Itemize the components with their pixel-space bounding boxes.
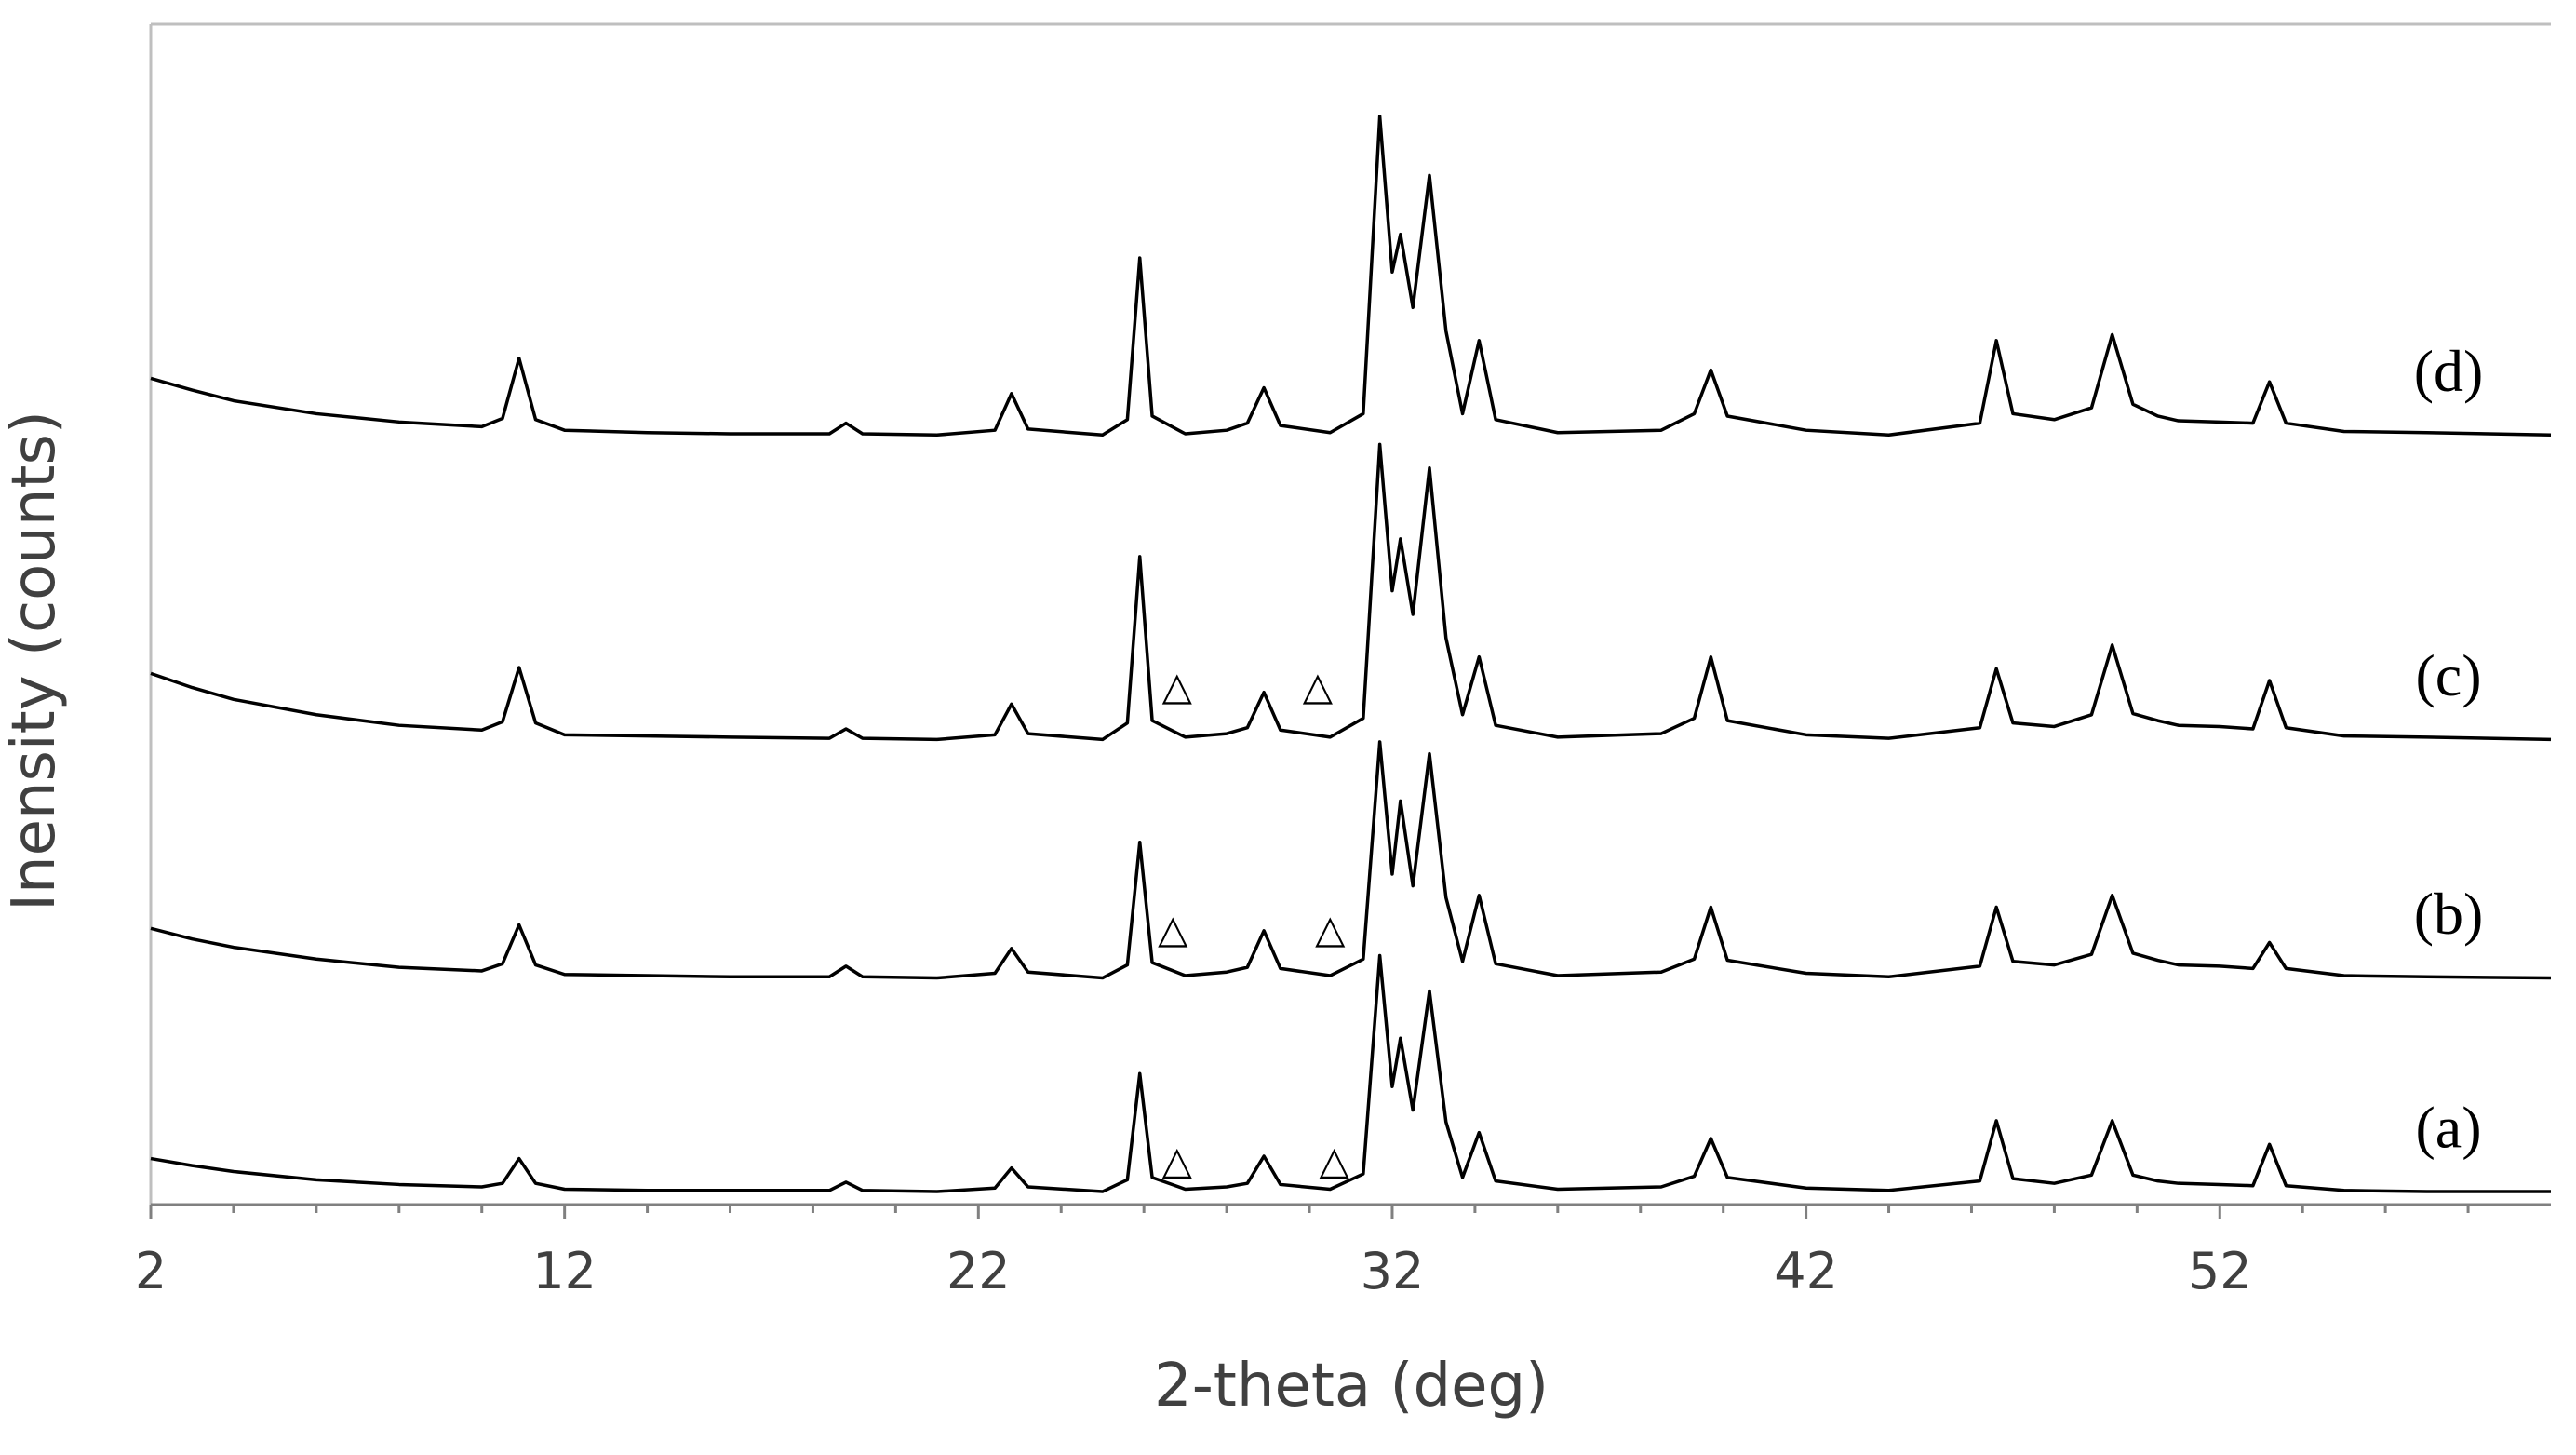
xrd-trace <box>150 442 2552 742</box>
x-tick-label: 12 <box>532 1242 597 1300</box>
x-axis-title: 2-theta (deg) <box>1154 1352 1549 1421</box>
peak-marker: △ <box>1303 663 1334 708</box>
series-label: (d) <box>2414 338 2484 404</box>
xrd-trace <box>150 740 2552 980</box>
series-label: (a) <box>2415 1095 2481 1161</box>
x-tick-label: 52 <box>2188 1242 2252 1300</box>
peak-marker: △ <box>1320 1138 1350 1183</box>
x-tick-label: 32 <box>1361 1242 1425 1300</box>
series-label: (b) <box>2414 881 2484 947</box>
peak-marker: △ <box>1162 1138 1193 1183</box>
xrd-trace <box>150 115 2552 438</box>
x-tick-label: 2 <box>135 1242 167 1300</box>
xrd-trace <box>150 953 2551 1193</box>
peak-marker: △ <box>1162 663 1193 708</box>
x-tick-label: 22 <box>946 1242 1011 1300</box>
x-tick-label: 42 <box>1774 1242 1838 1300</box>
peak-marker: △ <box>1158 907 1188 952</box>
y-axis-title: Inensity (counts) <box>0 411 69 911</box>
series-label: (c) <box>2415 642 2481 708</box>
peak-marker: △ <box>1315 907 1346 952</box>
